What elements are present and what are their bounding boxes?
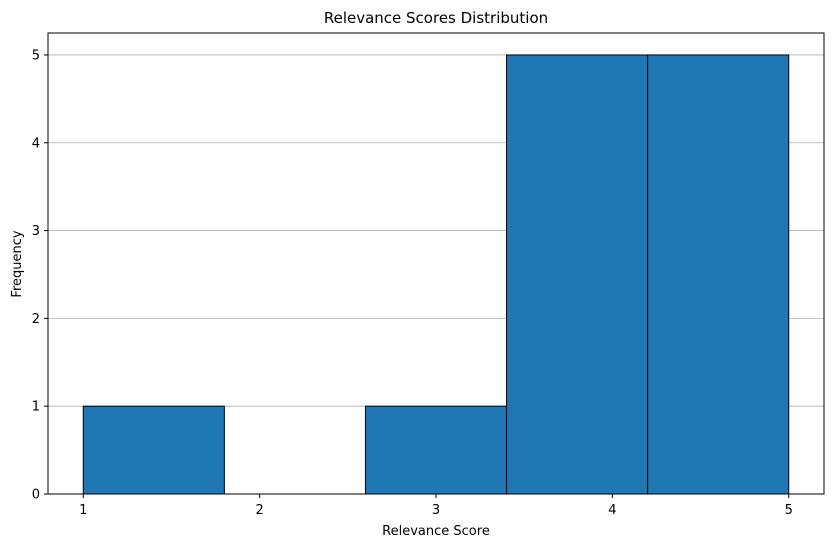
y-tick-label: 2 (32, 312, 40, 327)
y-tick-label: 4 (32, 136, 40, 151)
x-tick-label: 3 (432, 503, 440, 518)
y-tick-label: 5 (32, 48, 40, 63)
y-axis-ticks: 0 1 2 3 4 5 (32, 48, 48, 503)
y-tick-label: 0 (32, 488, 40, 503)
bars (82, 54, 790, 495)
x-tick-label: 4 (608, 503, 616, 518)
y-axis-title: Frequency (10, 230, 25, 297)
x-tick-label: 5 (785, 503, 793, 518)
y-tick-label: 3 (32, 224, 40, 239)
x-tick-label: 1 (79, 503, 87, 518)
histogram-bar-3 (364, 405, 508, 495)
histogram-bar-1 (82, 405, 225, 495)
x-axis-ticks: 1 2 3 4 5 (79, 494, 793, 518)
y-tick-label: 1 (32, 400, 40, 415)
histogram-bar-4 (506, 54, 649, 495)
x-axis-title: Relevance Score (382, 524, 490, 539)
chart-title: Relevance Scores Distribution (324, 9, 548, 27)
histogram-bar-5 (647, 54, 790, 495)
x-tick-label: 2 (255, 503, 263, 518)
